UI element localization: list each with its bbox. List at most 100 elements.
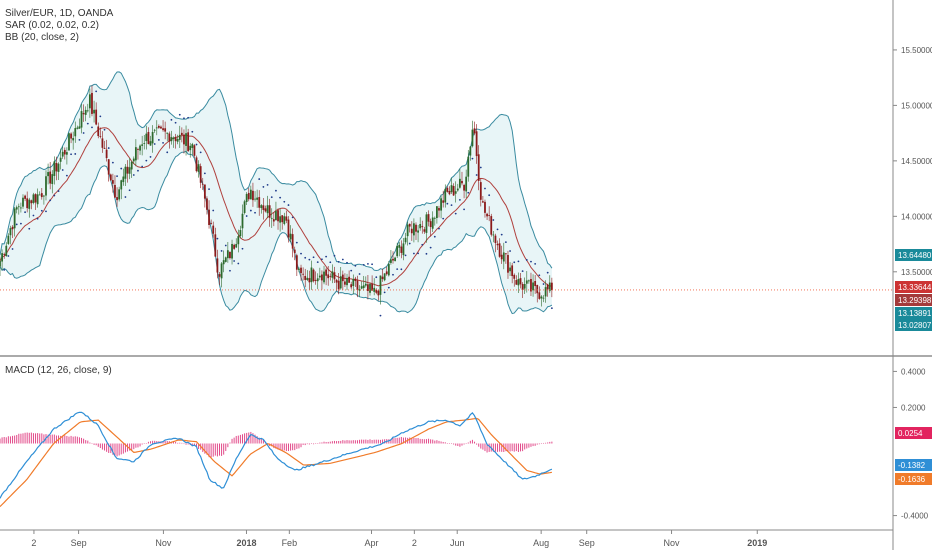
candle-body[interactable] xyxy=(149,141,152,146)
candle-body[interactable] xyxy=(410,228,413,234)
candle-body[interactable] xyxy=(208,209,210,225)
candle-body[interactable] xyxy=(542,297,545,299)
candle-body[interactable] xyxy=(390,259,392,263)
candle-body[interactable] xyxy=(114,184,116,198)
candle-body[interactable] xyxy=(502,252,505,262)
candle-body[interactable] xyxy=(226,250,229,259)
candle-body[interactable] xyxy=(350,284,353,288)
candle-body[interactable] xyxy=(385,271,388,275)
candle-body[interactable] xyxy=(224,257,227,262)
candle-body[interactable] xyxy=(128,167,131,174)
candle-body[interactable] xyxy=(141,144,144,146)
candle-body[interactable] xyxy=(134,147,137,161)
candle-body[interactable] xyxy=(421,226,424,228)
candle-body[interactable] xyxy=(53,161,56,176)
candle-body[interactable] xyxy=(101,138,104,148)
candle-body[interactable] xyxy=(210,223,213,224)
candle-body[interactable] xyxy=(534,281,537,287)
candle-body[interactable] xyxy=(30,200,33,204)
candle-body[interactable] xyxy=(145,133,148,142)
candle-body[interactable] xyxy=(444,188,447,203)
candles[interactable] xyxy=(0,85,553,307)
candle-body[interactable] xyxy=(440,198,442,211)
candle-body[interactable] xyxy=(57,163,60,172)
candle-body[interactable] xyxy=(72,137,75,141)
candle-body[interactable] xyxy=(373,287,376,292)
candle-body[interactable] xyxy=(341,274,344,282)
candle-body[interactable] xyxy=(333,272,336,280)
candle-body[interactable] xyxy=(130,161,133,170)
candle-body[interactable] xyxy=(419,224,422,229)
candle-body[interactable] xyxy=(139,145,141,151)
candle-body[interactable] xyxy=(256,197,259,200)
candle-body[interactable] xyxy=(206,198,208,210)
candle-body[interactable] xyxy=(68,133,70,151)
candle-body[interactable] xyxy=(88,94,91,109)
candle-body[interactable] xyxy=(398,244,401,248)
candle-body[interactable] xyxy=(394,257,396,261)
candle-body[interactable] xyxy=(530,278,532,292)
candle-body[interactable] xyxy=(105,149,108,159)
candle-body[interactable] xyxy=(95,109,98,125)
candle-body[interactable] xyxy=(431,217,434,229)
candle-body[interactable] xyxy=(160,126,162,129)
candle-body[interactable] xyxy=(532,282,534,291)
candle-body[interactable] xyxy=(507,255,509,273)
candle-body[interactable] xyxy=(199,166,202,183)
candle-body[interactable] xyxy=(415,224,417,232)
macd-legend[interactable]: MACD (12, 26, close, 9) xyxy=(5,365,112,376)
candle-body[interactable] xyxy=(538,292,541,299)
candle-body[interactable] xyxy=(331,271,334,278)
candle-body[interactable] xyxy=(456,188,459,191)
sar-dots[interactable] xyxy=(3,90,553,317)
candle-body[interactable] xyxy=(237,236,240,245)
candle-body[interactable] xyxy=(243,201,246,213)
candle-body[interactable] xyxy=(281,215,284,223)
candle-body[interactable] xyxy=(82,113,85,115)
candle-body[interactable] xyxy=(279,216,282,223)
bb-lower-line[interactable] xyxy=(0,150,553,315)
candle-body[interactable] xyxy=(465,176,468,192)
candle-body[interactable] xyxy=(164,128,167,132)
candle-body[interactable] xyxy=(277,210,279,222)
candle-body[interactable] xyxy=(214,234,217,257)
candle-body[interactable] xyxy=(103,147,106,149)
candle-body[interactable] xyxy=(375,290,378,293)
candle-body[interactable] xyxy=(513,274,516,279)
candle-body[interactable] xyxy=(272,219,275,222)
candle-body[interactable] xyxy=(245,194,248,203)
candle-body[interactable] xyxy=(132,158,135,162)
candle-body[interactable] xyxy=(222,260,225,265)
candle-body[interactable] xyxy=(34,194,37,203)
price-pane[interactable] xyxy=(0,71,893,317)
candle-body[interactable] xyxy=(425,214,428,233)
candle-body[interactable] xyxy=(183,134,185,145)
candle-body[interactable] xyxy=(473,128,476,134)
candle-body[interactable] xyxy=(7,235,10,244)
candle-body[interactable] xyxy=(0,260,1,267)
candle-body[interactable] xyxy=(70,133,72,139)
candle-body[interactable] xyxy=(354,278,357,282)
candle-body[interactable] xyxy=(318,275,321,278)
candle-body[interactable] xyxy=(218,274,221,277)
candle-body[interactable] xyxy=(118,189,121,200)
candle-body[interactable] xyxy=(369,283,371,293)
candle-body[interactable] xyxy=(168,133,171,142)
candle-body[interactable] xyxy=(500,254,503,260)
candle-body[interactable] xyxy=(93,109,95,114)
candle-body[interactable] xyxy=(492,234,495,236)
candle-body[interactable] xyxy=(358,289,361,291)
candle-body[interactable] xyxy=(178,134,181,140)
candle-body[interactable] xyxy=(116,197,118,201)
candle-body[interactable] xyxy=(312,269,315,282)
candle-body[interactable] xyxy=(404,237,407,243)
candle-body[interactable] xyxy=(124,166,127,179)
candle-body[interactable] xyxy=(153,129,156,131)
candle-body[interactable] xyxy=(316,278,319,282)
candle-body[interactable] xyxy=(298,268,300,270)
candle-body[interactable] xyxy=(78,126,81,129)
candle-body[interactable] xyxy=(249,189,252,200)
candle-body[interactable] xyxy=(38,194,41,196)
candle-body[interactable] xyxy=(170,137,173,142)
candle-body[interactable] xyxy=(452,186,455,196)
